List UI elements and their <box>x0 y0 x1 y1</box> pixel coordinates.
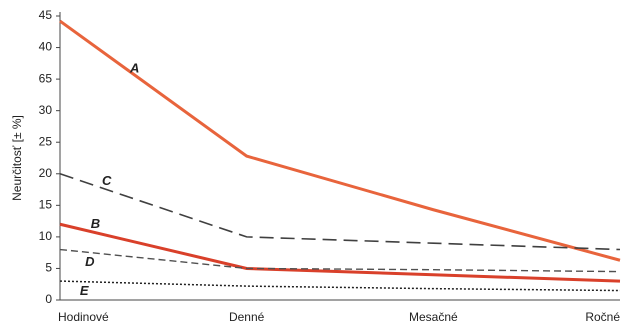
series-label: A <box>129 61 139 76</box>
y-tick-label: 0 <box>45 292 52 306</box>
y-tick-label: 5 <box>45 261 52 275</box>
y-tick-label: 45 <box>39 8 53 22</box>
x-tick-label: Mesačné <box>409 310 458 324</box>
y-tick-label: 15 <box>39 198 53 212</box>
y-axis-label: Neurčitosť [± %] <box>10 115 24 201</box>
x-tick-label: Ročné <box>585 310 620 324</box>
y-tick-label: 65 <box>39 71 53 85</box>
series-label: B <box>91 216 100 231</box>
series-label: D <box>85 254 95 269</box>
x-tick-label: Hodinové <box>58 310 109 324</box>
series-line <box>59 280 621 292</box>
y-tick-label: 10 <box>39 229 53 243</box>
y-tick-label: 20 <box>39 166 53 180</box>
series-line <box>59 248 621 273</box>
y-tick-label: 25 <box>39 134 53 148</box>
y-tick-label: 40 <box>39 40 53 54</box>
series-line <box>59 19 621 262</box>
series-label: E <box>80 283 89 298</box>
y-tick-label: 30 <box>39 103 53 117</box>
x-tick-label: Denné <box>229 310 265 324</box>
series-label: C <box>102 173 112 188</box>
series-line <box>59 222 621 283</box>
